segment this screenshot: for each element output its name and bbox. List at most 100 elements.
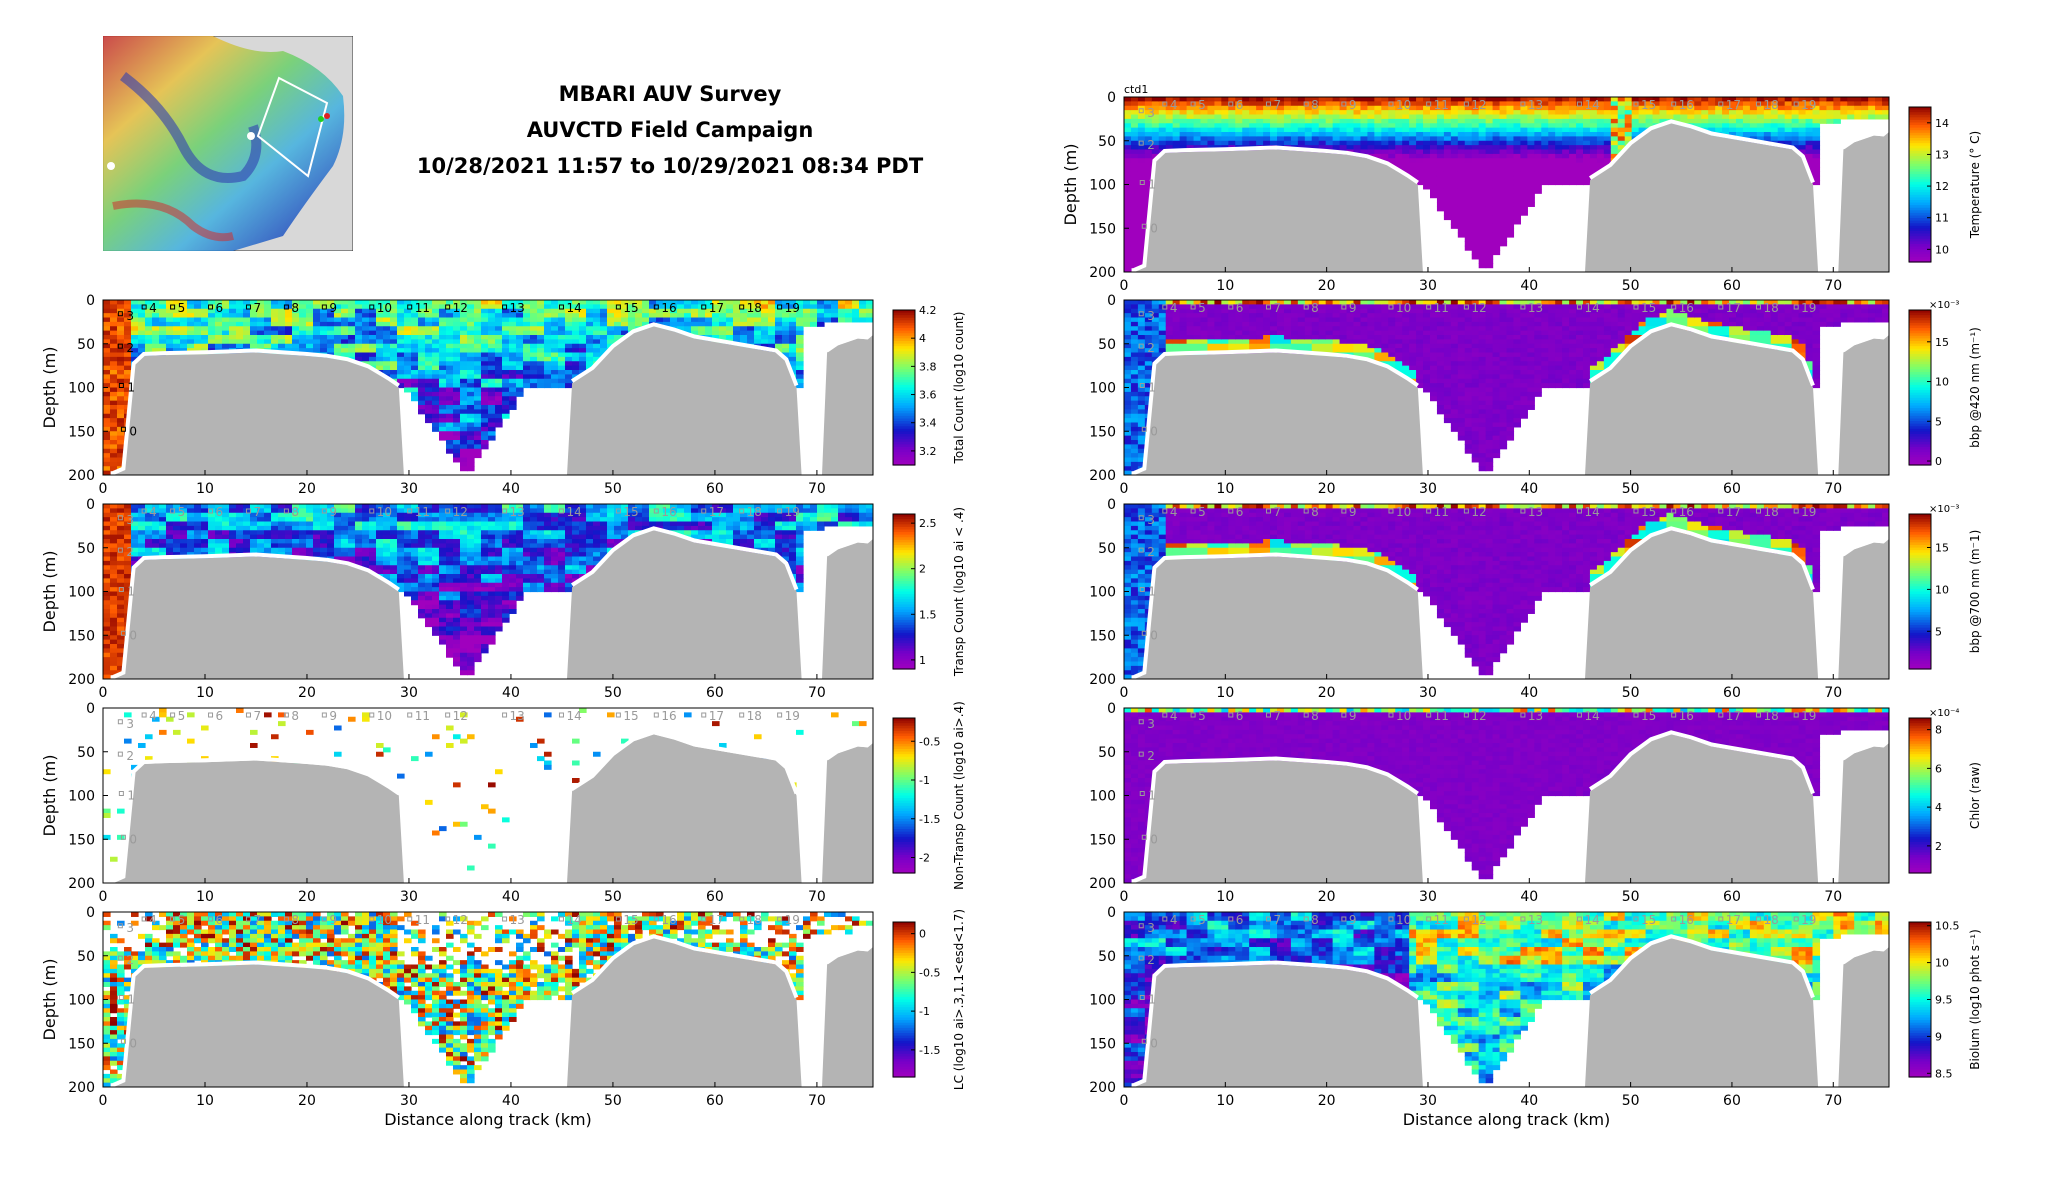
x-tick-label: 40 [1520, 278, 1538, 294]
station-marker [117, 955, 123, 961]
colorbar-tick-label: 3.4 [919, 417, 937, 430]
station-label: 1 [1148, 585, 1156, 599]
seafloor-terrain [1585, 938, 1819, 1087]
station-label: 6 [216, 301, 224, 315]
colorbar-label: LC (log10 ai>.3,1.1<esd<1.7) [952, 909, 966, 1090]
station-label: 0 [129, 832, 137, 846]
station-label: 2 [1147, 953, 1155, 967]
seafloor-terrain [567, 938, 802, 1087]
station-marker [1141, 426, 1147, 432]
y-tick-label: 50 [1098, 949, 1116, 965]
station-label: 6 [1236, 301, 1244, 315]
station-label: 10 [377, 505, 392, 519]
station-label: 11 [415, 301, 430, 315]
colorbar-frame [1908, 513, 1932, 670]
station-label: 12 [1471, 709, 1486, 723]
x-tick-label: 10 [196, 1093, 214, 1109]
station-marker [120, 1038, 126, 1044]
station-marker [1718, 304, 1724, 310]
x-tick-label: 10 [1216, 481, 1234, 497]
station-label: 8 [1311, 913, 1319, 927]
station-marker [1190, 304, 1196, 310]
seafloor-terrain [1585, 123, 1819, 272]
station-label: 12 [1471, 913, 1486, 927]
station-label: 12 [1471, 301, 1486, 315]
station-label: 5 [178, 709, 186, 723]
station-label: 6 [1236, 98, 1244, 112]
station-marker [1576, 916, 1582, 922]
station-marker [739, 508, 745, 514]
station-label: 17 [1726, 709, 1741, 723]
station-marker [445, 916, 451, 922]
station-marker [117, 515, 123, 521]
station-label: 9 [329, 505, 337, 519]
station-label: 10 [1396, 98, 1411, 112]
colorbar-tick-label: -2 [919, 852, 930, 865]
station-marker [1265, 712, 1271, 718]
station-label: 16 [1679, 301, 1694, 315]
y-tick-label: 50 [77, 337, 95, 353]
seafloor-line [825, 946, 869, 965]
station-marker [1755, 712, 1761, 718]
station-marker [321, 508, 327, 514]
station-label: 14 [566, 505, 581, 519]
colorbar-frame [1908, 106, 1932, 263]
station-marker [1162, 508, 1168, 514]
station-marker [118, 587, 124, 592]
station-marker [1718, 712, 1724, 718]
station-marker [1671, 916, 1677, 922]
seafloor-line [112, 348, 400, 475]
x-tick-label: 60 [1723, 278, 1741, 294]
station-marker [1141, 834, 1147, 840]
x-tick-label: 60 [706, 685, 724, 701]
station-label: 11 [415, 709, 430, 723]
station-label: 0 [129, 628, 137, 642]
seafloor-terrain [1124, 964, 1423, 1087]
station-marker [283, 916, 289, 922]
station-label: 18 [747, 709, 762, 723]
station-marker [653, 508, 659, 514]
station-label: 4 [1170, 505, 1178, 519]
colorbar-tick-label: 3.6 [919, 389, 937, 402]
x-tick-label: 70 [1824, 685, 1842, 701]
station-marker [1633, 712, 1639, 718]
station-marker [1190, 508, 1196, 514]
seafloor-line [1589, 322, 1815, 387]
station-marker [739, 712, 745, 718]
colorbar-tick-label: -0.5 [919, 966, 940, 979]
station-label: 17 [1726, 505, 1741, 519]
x-tick-label: 30 [1419, 481, 1437, 497]
station-marker [739, 304, 745, 310]
end-marker-icon [324, 113, 330, 119]
colorbar-tick-label: 5 [1935, 625, 1942, 638]
station-label: 4 [1170, 709, 1178, 723]
station-label: 5 [178, 913, 186, 927]
station-marker [369, 712, 375, 718]
station-marker [283, 508, 289, 514]
station-label: 15 [623, 913, 638, 927]
colorbar-tick-label: 11 [1935, 212, 1949, 225]
x-tick-label: 20 [298, 685, 316, 701]
y-tick-label: 200 [1089, 876, 1116, 892]
station-label: 17 [709, 505, 724, 519]
seafloor-terrain [1585, 530, 1819, 679]
y-axis-label: Depth (m) [1061, 144, 1080, 226]
station-marker [1426, 916, 1432, 922]
y-tick-label: 100 [1089, 993, 1116, 1009]
colorbar-chlor: 8 6 4 2 ×10⁻⁴ Chlor (raw) [1908, 708, 1982, 874]
colorbar-tick-label: 4.2 [919, 304, 937, 317]
station-label: 1 [1148, 381, 1156, 395]
station-marker [1718, 916, 1724, 922]
y-tick-label: 150 [1089, 424, 1116, 440]
station-label: 11 [1434, 913, 1449, 927]
x-tick-label: 10 [196, 685, 214, 701]
seafloor-terrain [822, 539, 873, 679]
seafloor-terrain [1838, 132, 1889, 272]
station-label: 9 [329, 913, 337, 927]
station-label: 16 [1679, 913, 1694, 927]
panel-bbp420: 4 5 6 7 8 9 10 11 12 13 14 15 16 17 18 1932100501001502… [1089, 293, 1982, 497]
station-marker [369, 304, 375, 310]
station-marker [1463, 508, 1469, 514]
seafloor-line [1133, 756, 1419, 883]
station-marker [170, 304, 176, 310]
